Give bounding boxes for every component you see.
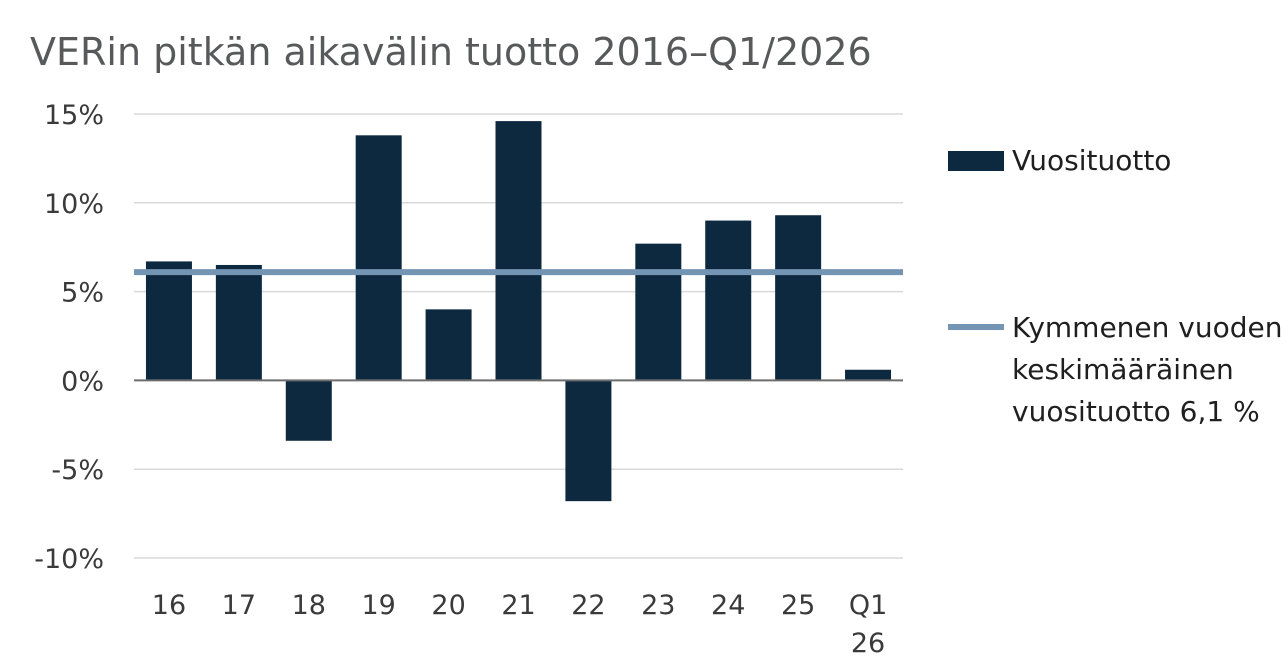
y-tick-label: 15% xyxy=(44,100,104,131)
bar-23 xyxy=(635,243,682,381)
chart-title: VERin pitkän aikavälin tuotto 2016–Q1/20… xyxy=(30,30,872,74)
bar-18 xyxy=(285,380,332,441)
x-tick-label: 17 xyxy=(222,590,256,621)
bar-21 xyxy=(495,121,542,381)
x-tick-label: 16 xyxy=(152,590,186,621)
x-tick-label: 24 xyxy=(711,590,745,621)
legend-label-average: Kymmenen vuoden keskimääräinen vuosituotto… xyxy=(1012,311,1282,428)
y-axis-ticks: 15% 10% 5% 0% -5% -10% xyxy=(34,100,104,575)
x-tick-label: 22 xyxy=(571,590,605,621)
bars xyxy=(145,121,892,502)
bar-25 xyxy=(775,215,822,381)
bar-19 xyxy=(355,135,402,381)
x-tick-label: 25 xyxy=(781,590,815,621)
y-tick-label: -5% xyxy=(51,455,104,486)
bar-16 xyxy=(145,261,192,381)
bar-17 xyxy=(215,264,262,381)
y-tick-label: 0% xyxy=(61,366,104,397)
legend-label-vuosituotto: Vuosituotto xyxy=(1012,144,1171,177)
bar-20 xyxy=(425,309,472,381)
y-tick-label: 5% xyxy=(61,278,104,309)
y-tick-label: -10% xyxy=(34,544,104,575)
x-tick-label: 23 xyxy=(641,590,675,621)
x-tick-label: 19 xyxy=(362,590,396,621)
x-axis-ticks: 16 17 18 19 20 21 22 23 24 25 Q1 26 xyxy=(152,590,887,659)
legend: Vuosituotto Kymmenen vuoden keskimääräinen… xyxy=(948,144,1282,428)
bar-q1-26 xyxy=(845,369,892,381)
y-tick-label: 10% xyxy=(44,189,104,220)
x-tick-label: 20 xyxy=(431,590,465,621)
bar-24 xyxy=(705,220,752,381)
bar-22 xyxy=(565,380,612,502)
x-tick-label: 18 xyxy=(292,590,326,621)
x-tick-label: 21 xyxy=(501,590,535,621)
x-tick-label: Q1 26 xyxy=(849,590,887,659)
legend-swatch-vuosituotto xyxy=(948,151,1004,171)
